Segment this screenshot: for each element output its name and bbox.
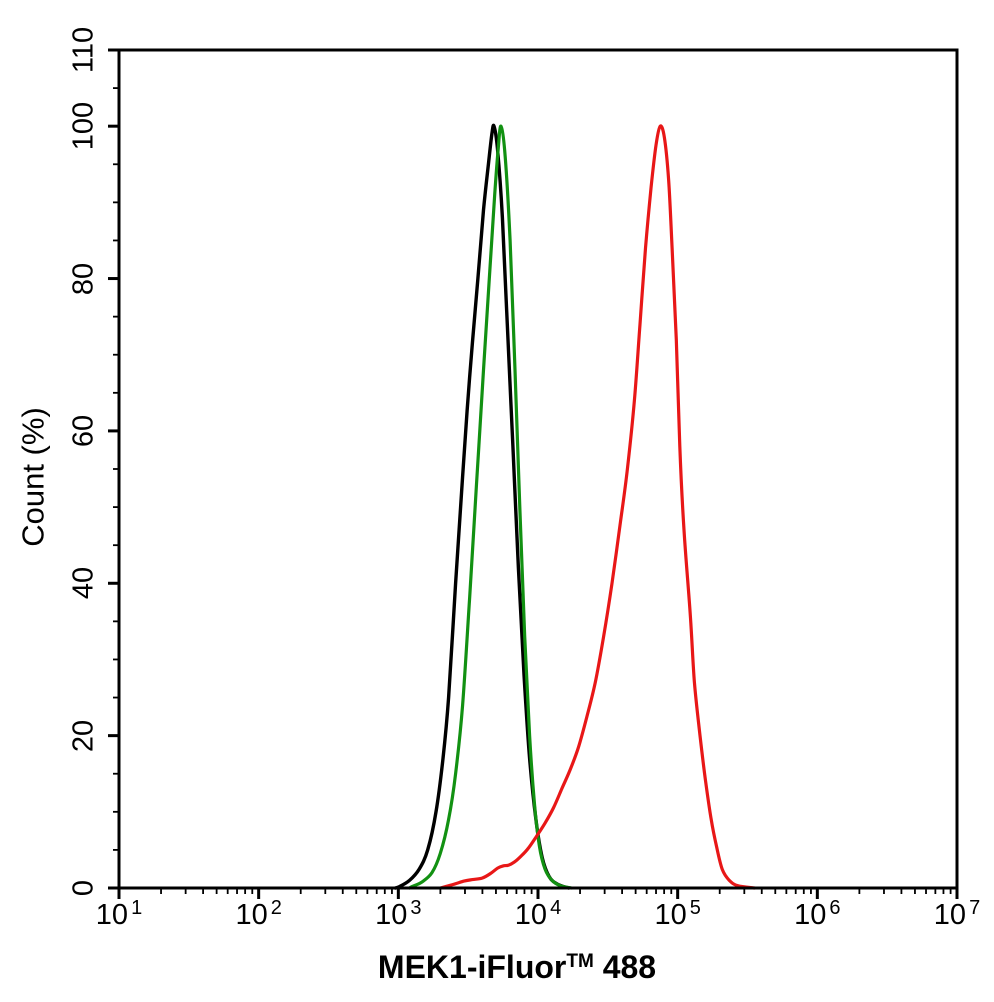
x-tick-exponent: 2 xyxy=(270,897,282,919)
curve-red xyxy=(438,124,757,890)
x-tick-label: 10 6 xyxy=(794,898,840,931)
y-tick-label: 80 xyxy=(67,262,100,295)
x-tick-exponent: 4 xyxy=(550,897,562,919)
x-tick-label: 10 7 xyxy=(933,898,980,931)
x-tick-label: 10 5 xyxy=(654,898,700,931)
x-axis-title-suffix: 488 xyxy=(593,949,657,985)
x-tick-exponent: 1 xyxy=(131,897,143,919)
y-tick-label: 40 xyxy=(67,567,100,600)
plot-frame xyxy=(117,48,959,890)
curve-green xyxy=(407,124,574,890)
x-axis-title-text: MEK1-iFluor xyxy=(377,949,567,985)
y-tick-label: 20 xyxy=(67,719,100,752)
y-axis-title: Count (%) xyxy=(15,407,51,547)
x-tick-exponent: 6 xyxy=(829,897,841,919)
x-axis-title: MEK1-iFluorTM 488 xyxy=(378,951,656,983)
curve-black xyxy=(393,123,571,890)
x-tick-label: 10 3 xyxy=(375,898,421,931)
x-tick-exponent: 5 xyxy=(689,897,701,919)
x-tick-base: 10 xyxy=(654,899,687,931)
x-tick-base: 10 xyxy=(95,899,129,931)
y-tick-label: 0 xyxy=(67,879,100,897)
y-tick-label: 110 xyxy=(67,26,100,74)
trademark-superscript: TM xyxy=(566,951,594,972)
x-tick-exponent: 3 xyxy=(410,897,422,919)
x-tick-label: 10 1 xyxy=(95,898,142,931)
x-tick-exponent: 7 xyxy=(969,897,981,919)
x-tick-base: 10 xyxy=(514,899,548,931)
x-tick-base: 10 xyxy=(375,899,408,931)
x-tick-base: 10 xyxy=(794,899,827,931)
x-tick-label: 10 2 xyxy=(235,898,281,931)
x-tick-base: 10 xyxy=(933,899,967,931)
y-tick-label: 100 xyxy=(67,101,100,151)
x-tick-label: 10 4 xyxy=(514,898,561,931)
x-tick-base: 10 xyxy=(235,899,268,931)
y-tick-label: 60 xyxy=(67,414,100,448)
